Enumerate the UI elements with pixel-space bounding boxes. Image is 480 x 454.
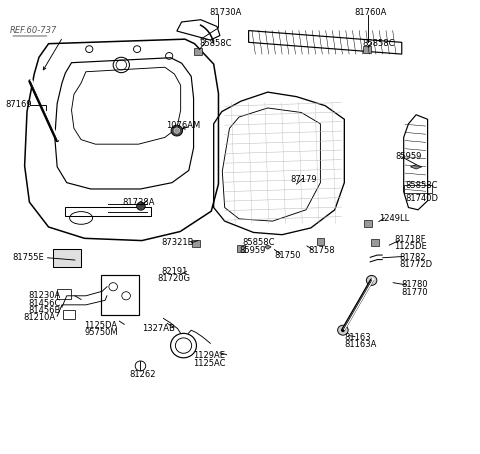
Text: 1125DE: 1125DE bbox=[394, 242, 427, 252]
Text: 85858C: 85858C bbox=[362, 39, 395, 48]
FancyBboxPatch shape bbox=[317, 238, 324, 245]
Text: 81262: 81262 bbox=[129, 370, 156, 379]
Polygon shape bbox=[264, 245, 271, 249]
Text: 1249LL: 1249LL bbox=[379, 214, 409, 223]
Text: 81720G: 81720G bbox=[157, 274, 191, 283]
Text: 81163A: 81163A bbox=[344, 340, 377, 349]
Circle shape bbox=[366, 276, 377, 286]
Polygon shape bbox=[410, 164, 422, 169]
Text: 1125DA: 1125DA bbox=[84, 321, 118, 330]
Text: 82191: 82191 bbox=[161, 267, 187, 276]
Text: 81738A: 81738A bbox=[123, 197, 155, 207]
Text: 81456B: 81456B bbox=[28, 306, 61, 315]
Text: 87179: 87179 bbox=[290, 175, 317, 184]
Circle shape bbox=[171, 125, 182, 136]
Text: 81740D: 81740D bbox=[405, 194, 438, 203]
Text: 81772D: 81772D bbox=[399, 260, 432, 269]
Text: 1125AC: 1125AC bbox=[193, 359, 226, 368]
FancyBboxPatch shape bbox=[53, 249, 81, 267]
Text: 81730A: 81730A bbox=[209, 8, 241, 16]
FancyBboxPatch shape bbox=[194, 48, 202, 55]
FancyBboxPatch shape bbox=[363, 45, 371, 53]
Text: 81758: 81758 bbox=[308, 247, 335, 256]
Text: 81770: 81770 bbox=[402, 288, 428, 296]
Text: 81760A: 81760A bbox=[355, 8, 387, 16]
Text: 81782: 81782 bbox=[399, 253, 426, 262]
Text: 85959: 85959 bbox=[396, 153, 422, 161]
Text: 85858C: 85858C bbox=[405, 181, 438, 190]
FancyBboxPatch shape bbox=[371, 239, 379, 246]
Text: 85858C: 85858C bbox=[242, 238, 275, 247]
Text: 81210A: 81210A bbox=[24, 313, 56, 322]
Text: 87169: 87169 bbox=[5, 100, 32, 109]
FancyBboxPatch shape bbox=[364, 220, 372, 227]
Text: 1129AE: 1129AE bbox=[193, 351, 225, 360]
Text: 81456C: 81456C bbox=[28, 299, 61, 307]
Circle shape bbox=[174, 128, 180, 133]
Text: 95750M: 95750M bbox=[84, 328, 118, 337]
FancyBboxPatch shape bbox=[192, 240, 200, 247]
Text: 87321B: 87321B bbox=[161, 238, 193, 247]
Circle shape bbox=[337, 325, 348, 335]
Text: 81780: 81780 bbox=[402, 281, 428, 290]
Text: 81755E: 81755E bbox=[12, 253, 45, 262]
Text: 85959: 85959 bbox=[239, 246, 265, 255]
Text: 85858C: 85858C bbox=[199, 39, 232, 48]
Text: 1327AB: 1327AB bbox=[142, 324, 175, 333]
Text: 81718F: 81718F bbox=[394, 235, 426, 244]
Text: 81750: 81750 bbox=[275, 251, 301, 260]
Text: 81230A: 81230A bbox=[28, 291, 60, 300]
Text: 81163: 81163 bbox=[344, 333, 371, 342]
FancyBboxPatch shape bbox=[237, 245, 245, 252]
Text: REF.60-737: REF.60-737 bbox=[10, 25, 58, 35]
Text: 1076AM: 1076AM bbox=[166, 121, 200, 130]
Circle shape bbox=[137, 202, 145, 210]
